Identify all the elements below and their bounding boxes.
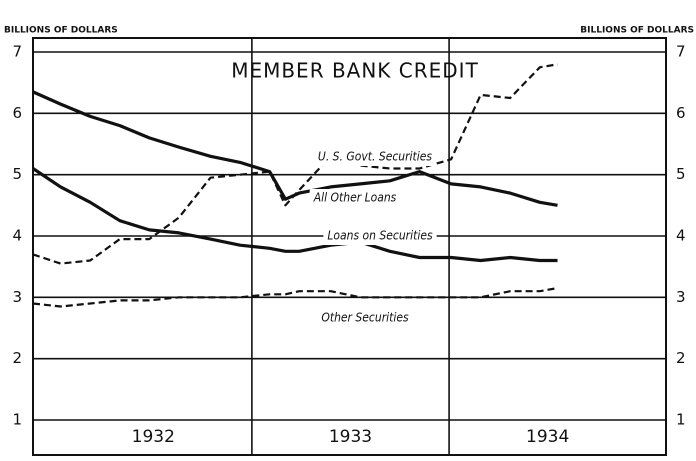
label-backdrop [323,227,437,245]
y-tick-label: 5 [12,165,22,183]
y2-tick-label: 7 [676,43,686,61]
y2-tick-label: 1 [676,411,686,429]
series-line [32,167,558,263]
series-line [32,90,558,207]
y-tick-label: 4 [12,227,22,245]
y2-tick-label: 6 [676,104,686,122]
label-backdrop [317,309,413,327]
y2-tick-label: 4 [676,227,686,245]
y-tick-label: 7 [12,43,22,61]
series-label: Other Securities [321,311,409,325]
y-tick-label: 3 [12,288,22,306]
chart-title: MEMBER BANK CREDIT [231,59,479,83]
y-axis-label: BILLIONS OF DOLLARS [4,26,118,36]
series-label: U. S. Govt. Securities [318,150,433,164]
x-tick-label: 1933 [329,427,372,447]
y2-tick-label: 3 [676,288,686,306]
series-line [32,63,558,265]
x-tick-label: 1932 [132,427,175,447]
y-tick-label: 1 [12,411,22,429]
series-label: Loans on Securities [327,229,433,243]
y-tick-label: 2 [12,349,22,367]
y-tick-label: 6 [12,104,22,122]
label-backdrop [309,189,401,207]
plot-frame [32,37,667,456]
y2-tick-label: 5 [676,165,686,183]
y2-tick-label: 2 [676,349,686,367]
series-line [32,287,558,308]
y2-axis-label: BILLIONS OF DOLLARS [580,26,694,36]
x-tick-label: 1934 [526,427,569,447]
series-label: All Other Loans [313,191,397,205]
label-backdrop [313,148,437,166]
